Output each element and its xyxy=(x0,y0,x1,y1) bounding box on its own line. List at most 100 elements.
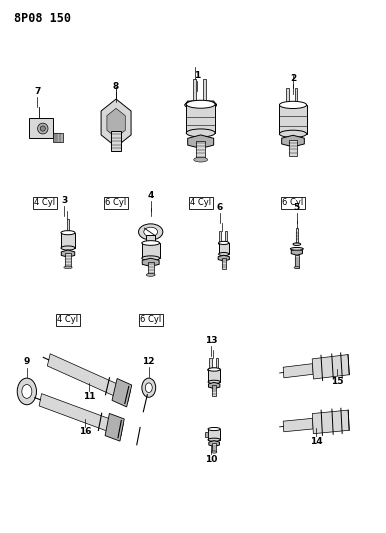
Ellipse shape xyxy=(142,256,159,261)
Ellipse shape xyxy=(218,253,229,256)
Text: 6: 6 xyxy=(217,203,223,212)
Bar xyxy=(215,358,218,370)
Polygon shape xyxy=(291,249,303,255)
Bar xyxy=(203,79,207,101)
Bar xyxy=(66,219,69,233)
Polygon shape xyxy=(61,250,75,257)
Bar xyxy=(218,243,229,254)
Text: 14: 14 xyxy=(310,437,322,446)
Polygon shape xyxy=(208,382,220,389)
Text: 3: 3 xyxy=(61,196,67,205)
Bar xyxy=(205,432,208,437)
Text: 4 Cyl: 4 Cyl xyxy=(58,315,79,324)
Text: 6 Cyl: 6 Cyl xyxy=(105,198,127,207)
Bar xyxy=(29,118,53,138)
Text: 13: 13 xyxy=(205,336,218,345)
Polygon shape xyxy=(312,410,349,434)
Text: 4 Cyl: 4 Cyl xyxy=(190,198,211,207)
Ellipse shape xyxy=(279,101,306,109)
Bar xyxy=(148,262,154,275)
Text: 4: 4 xyxy=(147,191,154,200)
Circle shape xyxy=(17,378,36,405)
Ellipse shape xyxy=(61,246,75,250)
Ellipse shape xyxy=(208,438,220,441)
Polygon shape xyxy=(112,378,132,407)
Bar xyxy=(186,104,215,133)
Ellipse shape xyxy=(186,100,215,108)
Text: 16: 16 xyxy=(79,427,91,436)
Ellipse shape xyxy=(208,427,220,431)
Bar xyxy=(196,141,205,160)
Ellipse shape xyxy=(294,266,300,269)
Text: 12: 12 xyxy=(142,357,155,366)
Ellipse shape xyxy=(146,242,155,245)
Text: 7: 7 xyxy=(34,87,41,96)
Bar xyxy=(53,133,63,142)
Circle shape xyxy=(142,378,156,397)
Polygon shape xyxy=(188,135,214,149)
Polygon shape xyxy=(105,414,124,441)
Ellipse shape xyxy=(290,247,303,250)
Text: 8P08 150: 8P08 150 xyxy=(14,12,71,26)
Ellipse shape xyxy=(293,243,301,246)
Bar xyxy=(296,228,298,244)
Ellipse shape xyxy=(194,157,208,162)
Text: 10: 10 xyxy=(205,455,218,464)
Text: 15: 15 xyxy=(331,376,344,385)
Bar xyxy=(295,87,298,106)
Bar xyxy=(279,105,306,134)
Bar xyxy=(212,443,216,452)
Ellipse shape xyxy=(185,101,217,109)
Bar xyxy=(209,358,212,370)
Ellipse shape xyxy=(218,242,229,245)
Ellipse shape xyxy=(40,126,46,131)
Ellipse shape xyxy=(142,241,159,245)
Ellipse shape xyxy=(218,241,229,245)
Polygon shape xyxy=(107,108,125,138)
Ellipse shape xyxy=(37,123,48,134)
Bar xyxy=(295,255,299,268)
Bar xyxy=(218,231,221,244)
Text: 8: 8 xyxy=(113,82,119,91)
Ellipse shape xyxy=(208,380,220,384)
Ellipse shape xyxy=(282,102,304,109)
Polygon shape xyxy=(209,441,220,447)
Bar xyxy=(208,429,220,440)
Text: 9: 9 xyxy=(24,358,30,367)
Bar xyxy=(193,79,196,101)
Ellipse shape xyxy=(208,368,220,371)
Polygon shape xyxy=(282,135,304,147)
Bar xyxy=(289,140,297,156)
Ellipse shape xyxy=(144,227,157,237)
Polygon shape xyxy=(101,99,131,147)
Text: 11: 11 xyxy=(83,392,95,401)
Bar xyxy=(222,257,226,269)
Text: 2: 2 xyxy=(290,74,296,83)
Polygon shape xyxy=(218,255,229,261)
Polygon shape xyxy=(47,354,130,402)
Bar xyxy=(111,131,121,151)
Text: 1: 1 xyxy=(194,71,200,80)
Bar xyxy=(286,87,290,106)
Ellipse shape xyxy=(279,130,306,138)
Bar xyxy=(212,385,216,395)
Ellipse shape xyxy=(64,266,72,269)
Ellipse shape xyxy=(146,273,155,276)
Ellipse shape xyxy=(63,232,73,235)
Circle shape xyxy=(145,383,152,392)
Text: 5: 5 xyxy=(294,203,300,212)
Ellipse shape xyxy=(61,231,75,235)
Ellipse shape xyxy=(139,224,163,240)
Bar xyxy=(65,253,71,267)
Circle shape xyxy=(22,384,32,398)
Text: 6 Cyl: 6 Cyl xyxy=(140,315,161,324)
Bar xyxy=(142,243,159,258)
Polygon shape xyxy=(283,418,313,432)
Polygon shape xyxy=(142,258,159,266)
Bar xyxy=(61,233,75,248)
Ellipse shape xyxy=(212,451,217,453)
Text: 6 Cyl: 6 Cyl xyxy=(283,198,304,207)
Polygon shape xyxy=(283,364,313,378)
Bar xyxy=(208,369,220,382)
Text: 4 Cyl: 4 Cyl xyxy=(34,198,56,207)
